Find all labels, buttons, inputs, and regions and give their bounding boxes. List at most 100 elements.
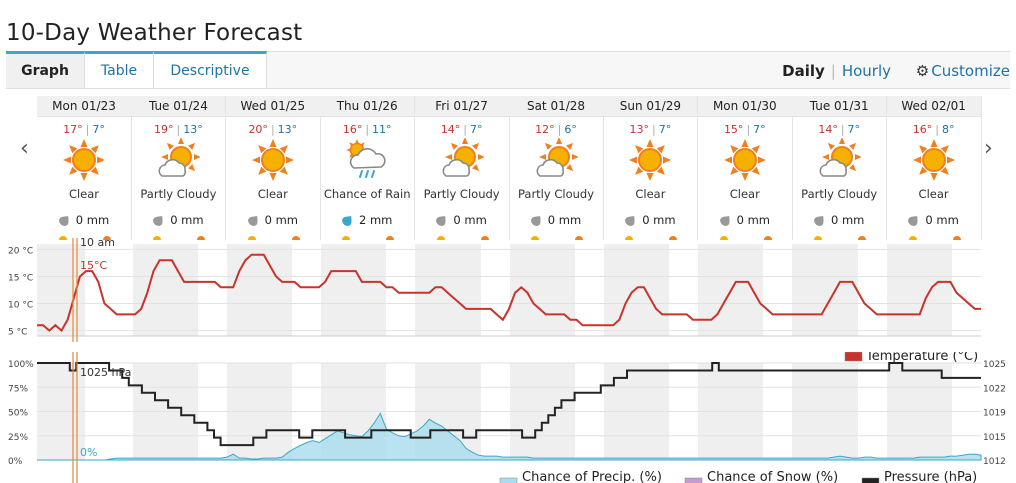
y-tick-left: 100% [8, 360, 34, 370]
night-shade [37, 244, 85, 336]
precip-value: 0 mm [925, 213, 959, 227]
high-temp: 14° [440, 123, 461, 136]
cursor-temp-label: 15°C [80, 259, 107, 272]
tab-table[interactable]: Table [85, 51, 154, 88]
sunset-icon [291, 236, 300, 240]
day-card: Tue 01/31 14° | 7° Partly Cloudy 0 mm [792, 96, 888, 240]
night-shade [321, 244, 386, 336]
condition-label: Clear [257, 187, 288, 201]
legend-snow: Chance of Snow (%) [684, 470, 838, 483]
sunrise-icon [153, 236, 162, 240]
prev-arrow-icon[interactable]: ‹ [20, 136, 29, 161]
condition-label: Clear [635, 187, 666, 201]
sunrise-icon [436, 236, 445, 240]
legend-pressure-label: Pressure (hPa) [884, 470, 977, 483]
low-temp: 7° [92, 123, 105, 136]
customize-link[interactable]: ⚙ Customize [916, 62, 1010, 80]
day-card: Wed 01/25 20° | 13° Clear 0 mm [225, 96, 321, 240]
low-temp: 6° [564, 123, 577, 136]
low-temp: 8° [941, 123, 955, 136]
temp-separator: | [463, 123, 467, 136]
partly-cloudy-icon [792, 137, 886, 186]
sunrise-icon [814, 236, 823, 240]
next-arrow-icon[interactable]: › [984, 136, 993, 161]
partly-cloudy-icon [509, 137, 603, 186]
raindrop-icon [814, 213, 831, 227]
night-shade [415, 244, 481, 336]
legend-precip-label: Chance of Precip. (%) [522, 470, 662, 483]
precip-value: 0 mm [453, 213, 487, 227]
y-tick-label: 15 °C [8, 273, 33, 283]
sunrise-icon [719, 236, 728, 240]
y-tick-label: 20 °C [8, 246, 33, 256]
precip-amount: 0 mm [37, 213, 131, 227]
night-shade [792, 244, 858, 336]
partly-cloudy-icon [415, 137, 509, 186]
sunrise-icon [59, 236, 67, 240]
sunset-icon [103, 236, 111, 240]
condition-label: Partly Cloudy [140, 187, 217, 201]
temp-separator: | [652, 123, 656, 136]
cursor-precip-label: 0% [80, 446, 97, 459]
temperature-line [37, 253, 981, 333]
legend-snow-swatch [684, 477, 703, 483]
y-tick-label: 10 °C [8, 301, 33, 311]
legend-temperature-label: Temperature (°C) [865, 352, 978, 364]
precip-amount: 0 mm [792, 213, 886, 227]
night-shade [510, 244, 575, 336]
y-tick-left: 75% [8, 384, 28, 394]
toggle-separator: | [830, 62, 836, 80]
night-shade [133, 244, 198, 336]
precip-amount: 0 mm [226, 213, 320, 227]
precip-value: 0 mm [75, 213, 110, 227]
tab-descriptive[interactable]: Descriptive [154, 51, 267, 88]
temp-separator: | [270, 123, 275, 136]
precip-pressure-chart: 100% 1025 75% 1022 50% 1019 25% 1015 0% 1012 1025 … [8, 352, 1006, 483]
day-card: Mon 01/23 17° | 7° Clear 0 mm [37, 96, 132, 240]
rain-icon [320, 138, 414, 186]
precip-value: 0 mm [736, 213, 770, 227]
day-date: Mon 01/23 [37, 96, 131, 117]
raindrop-icon [342, 213, 359, 227]
sun-times [131, 234, 225, 240]
sun-icon [226, 138, 320, 186]
hourly-toggle[interactable]: Hourly [841, 62, 892, 80]
night-shade [604, 244, 669, 336]
temp-separator: | [365, 123, 370, 136]
sunset-icon [575, 236, 583, 240]
day-temps: 16° | 8° [887, 123, 981, 136]
high-temp: 12° [535, 123, 555, 136]
tab-graph[interactable]: Graph [6, 51, 85, 88]
day-card: Mon 01/30 15° | 7° Clear 0 mm [697, 96, 793, 240]
sun-times [37, 234, 131, 240]
y-tick-left: 25% [8, 433, 28, 443]
raindrop-icon [436, 213, 453, 227]
sun-times [226, 234, 320, 240]
raindrop-icon [247, 213, 265, 227]
day-temps: 12° | 6° [509, 123, 603, 136]
temp-separator: | [935, 123, 939, 136]
sun-times [509, 234, 603, 240]
high-temp: 20° [248, 123, 268, 136]
daily-toggle[interactable]: Daily [782, 62, 825, 80]
legend-temperature: Temperature (°C) [844, 352, 978, 364]
day-date: Fri 01/27 [414, 96, 509, 117]
day-date: Thu 01/26 [320, 96, 415, 117]
sunset-icon [858, 236, 867, 240]
temp-separator: | [746, 123, 751, 136]
low-temp: 7° [658, 123, 672, 136]
y-tick-right: 1025 [983, 360, 1006, 370]
low-temp: 13° [183, 123, 203, 136]
gear-icon: ⚙ [915, 62, 930, 80]
precip-amount: 0 mm [887, 213, 981, 227]
day-cards: Mon 01/23 17° | 7° Clear 0 mm Tue 01/24 19° | 13°… [37, 96, 982, 240]
raindrop-icon [908, 213, 925, 227]
sunrise-icon [247, 236, 256, 240]
y-tick-right: 1019 [983, 409, 1006, 419]
y-tick-right: 1012 [983, 457, 1006, 467]
sun-icon [37, 138, 131, 186]
cursor-time-label: 10 am [80, 238, 115, 249]
sun-times [887, 234, 981, 240]
raindrop-icon [58, 213, 76, 227]
day-card: Thu 01/26 16° | 11° Chance of Rain 2 mm [320, 96, 416, 240]
